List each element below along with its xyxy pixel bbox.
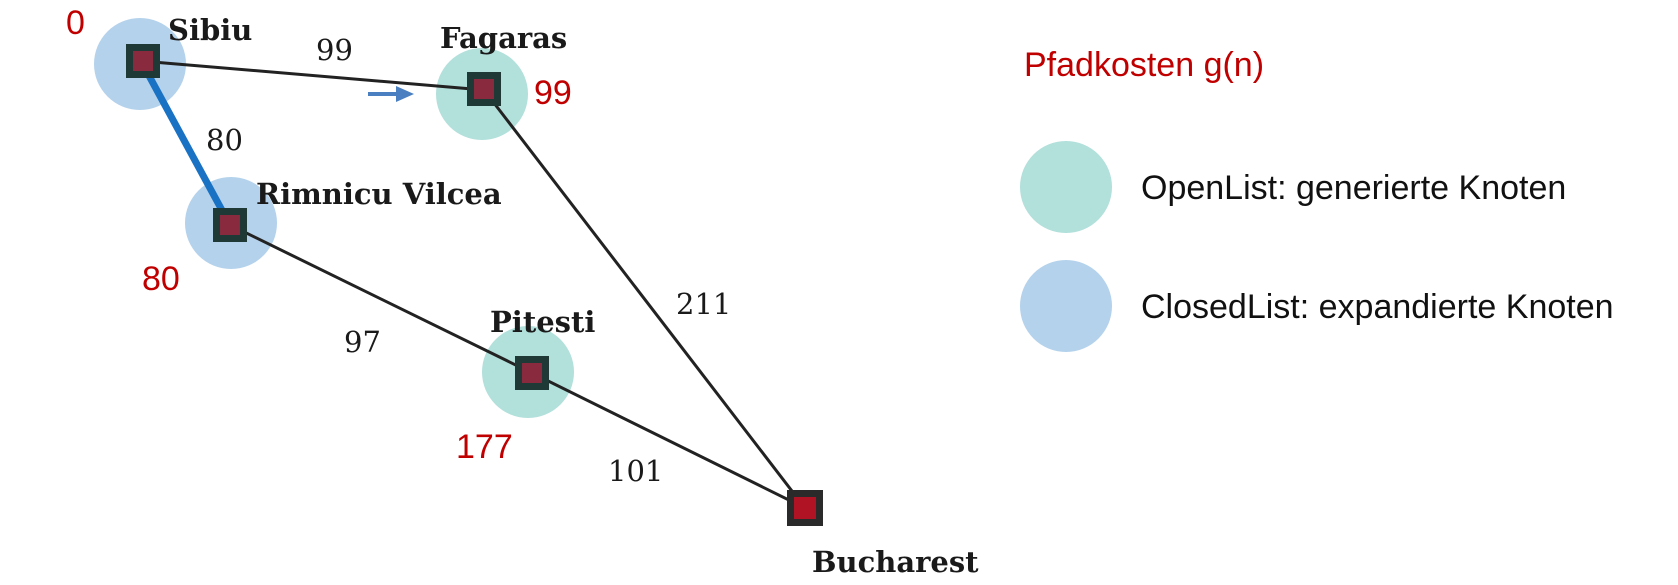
legend-open-label: OpenList: generierte Knoten [1141, 169, 1566, 207]
city-label-rimnicu: Rimnicu Vilcea [256, 177, 502, 211]
edge-pitesti-bucharest [531, 371, 806, 510]
path-cost-fagaras: 99 [534, 74, 572, 112]
bucharest-node-core [794, 497, 816, 519]
sibiu-node-core [133, 51, 153, 71]
edge-rimnicu-pitesti [229, 223, 533, 375]
edge-cost-pitesti-bucharest: 101 [608, 454, 663, 488]
pitesti-node-core [522, 363, 542, 383]
edge-cost-sibiu-fagaras: 99 [316, 33, 353, 67]
edge-cost-sibiu-rimnicu: 80 [206, 123, 243, 157]
edge-sibiu-fagaras [140, 59, 485, 92]
edge-cost-fagaras-bucharest: 211 [676, 287, 731, 321]
path-cost-rimnicu: 80 [142, 260, 180, 298]
fagaras-node-core [474, 79, 494, 99]
city-label-fagaras: Fagaras [440, 21, 567, 55]
legend-closed-swatch [1020, 260, 1112, 352]
edge-cost-rimnicu-pitesti: 97 [344, 325, 381, 359]
city-label-pitesti: Pitesti [490, 305, 595, 339]
path-cost-sibiu: 0 [66, 4, 85, 42]
arrow-head-icon [396, 86, 414, 102]
legend-open-swatch [1020, 141, 1112, 233]
path-cost-pitesti: 177 [456, 428, 513, 466]
rimnicu-node-core [220, 215, 240, 235]
legend-title: Pfadkosten g(n) [1024, 46, 1264, 84]
edge-fagaras-bucharest [482, 89, 807, 509]
city-label-bucharest: Bucharest [812, 545, 979, 579]
legend-closed-label: ClosedList: expandierte Knoten [1141, 288, 1614, 326]
edge-sibiu-rimnicu-expanded [137, 57, 234, 229]
city-label-sibiu: Sibiu [168, 13, 252, 47]
